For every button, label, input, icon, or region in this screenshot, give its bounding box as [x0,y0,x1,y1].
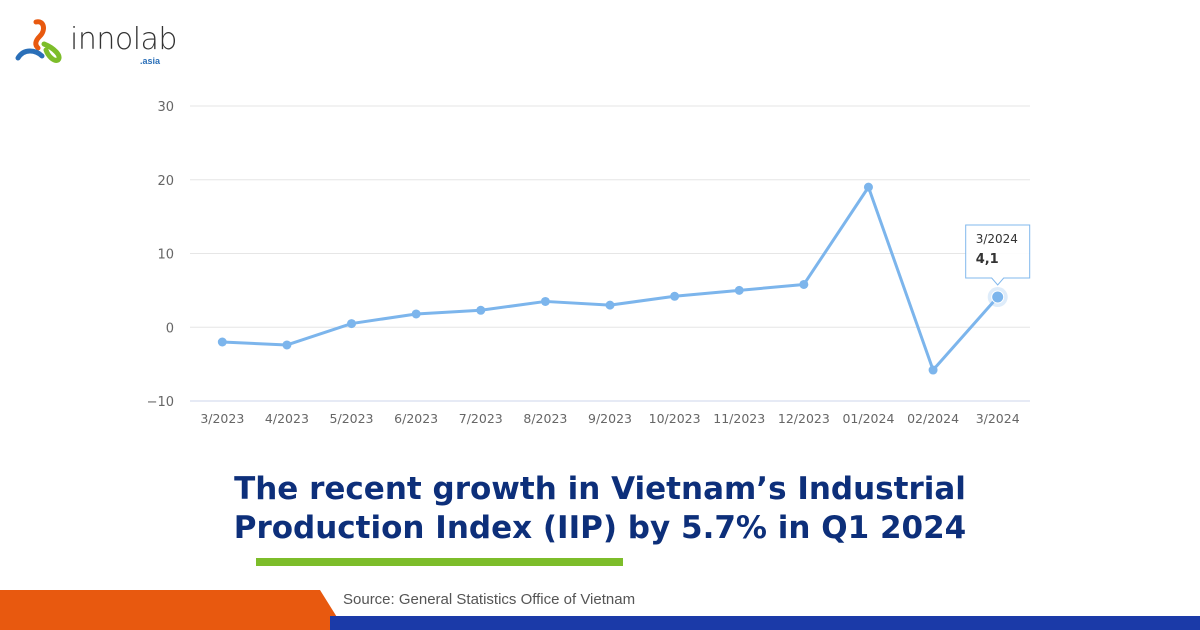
x-tick-label: 3/2023 [200,411,244,426]
data-point [734,285,744,295]
series-line [222,185,999,372]
innolab-logo: innolab .asia [14,18,184,68]
orange-footer-band [0,590,345,630]
data-point [991,290,1005,304]
x-tick-label: 5/2023 [330,411,374,426]
headline-line-2: Production Index (IIP) by 5.7% in Q1 202… [233,510,967,546]
data-point [347,319,357,329]
data-point [282,340,292,350]
headline: The recent growth in Vietnam’s Industria… [0,470,1200,548]
y-tick-label: 10 [157,248,174,263]
x-tick-label: 9/2023 [588,411,632,426]
x-tick-label: 3/2024 [976,411,1020,426]
iip-line-chart: 30 20 10 0 −10 3/2023 4/2023 5/2023 6/2023 7/2023… [147,100,1031,426]
tooltip-box [965,224,1031,286]
x-tick-label: 10/2023 [649,411,701,426]
x-tick-label: 8/2023 [523,411,567,426]
y-tick-label: −10 [147,395,174,410]
tooltip-label: 3/2024 [976,232,1018,246]
x-tick-label: 4/2023 [265,411,309,426]
headline-underline [256,558,623,566]
data-point [670,291,680,301]
data-point [411,309,421,319]
x-tick-label: 01/2024 [842,411,894,426]
x-tick-label: 6/2023 [394,411,438,426]
source-note: Source: General Statistics Office of Vie… [343,591,636,608]
x-tick-label: 02/2024 [907,411,959,426]
x-tick-label: 12/2023 [778,411,830,426]
data-point [863,182,873,192]
y-tick-label: 20 [157,174,174,189]
data-point [540,296,550,306]
logo-text: innolab [70,22,177,57]
tooltip-value: 4,1 [976,252,999,267]
data-point [476,305,486,315]
data-point [605,300,615,310]
x-tick-label: 11/2023 [713,411,765,426]
blue-footer-band [330,616,1200,630]
headline-line-1: The recent growth in Vietnam’s Industria… [234,471,966,507]
data-point [217,337,227,347]
data-point [799,279,809,289]
data-point [928,365,938,375]
logo-subtext: .asia [140,56,161,66]
y-tick-label: 30 [157,100,174,115]
logo-mark-icon [15,19,62,63]
x-tick-label: 7/2023 [459,411,503,426]
y-tick-label: 0 [166,321,174,336]
